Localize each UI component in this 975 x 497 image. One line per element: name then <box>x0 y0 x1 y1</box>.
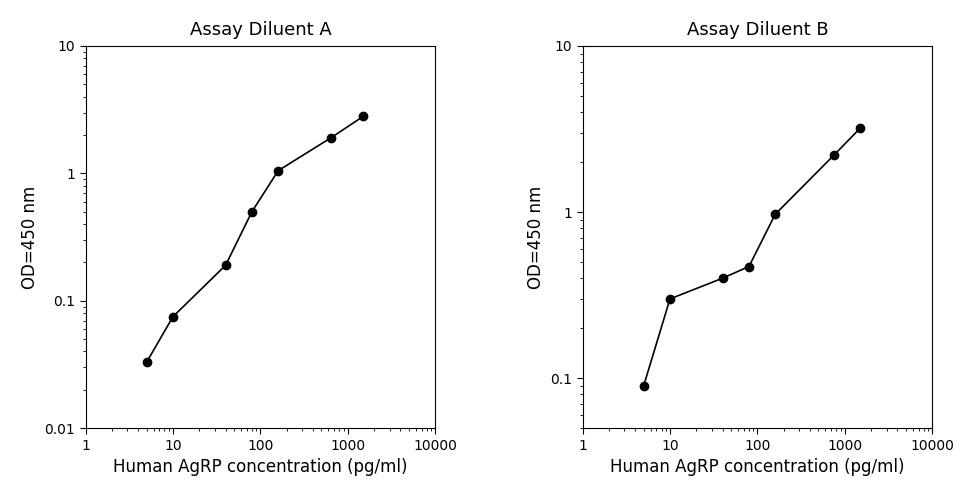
Y-axis label: OD=450 nm: OD=450 nm <box>526 185 545 289</box>
X-axis label: Human AgRP concentration (pg/ml): Human AgRP concentration (pg/ml) <box>113 458 408 476</box>
Y-axis label: OD=450 nm: OD=450 nm <box>20 185 39 289</box>
Title: Assay Diluent A: Assay Diluent A <box>189 21 332 39</box>
Title: Assay Diluent B: Assay Diluent B <box>686 21 828 39</box>
X-axis label: Human AgRP concentration (pg/ml): Human AgRP concentration (pg/ml) <box>610 458 905 476</box>
